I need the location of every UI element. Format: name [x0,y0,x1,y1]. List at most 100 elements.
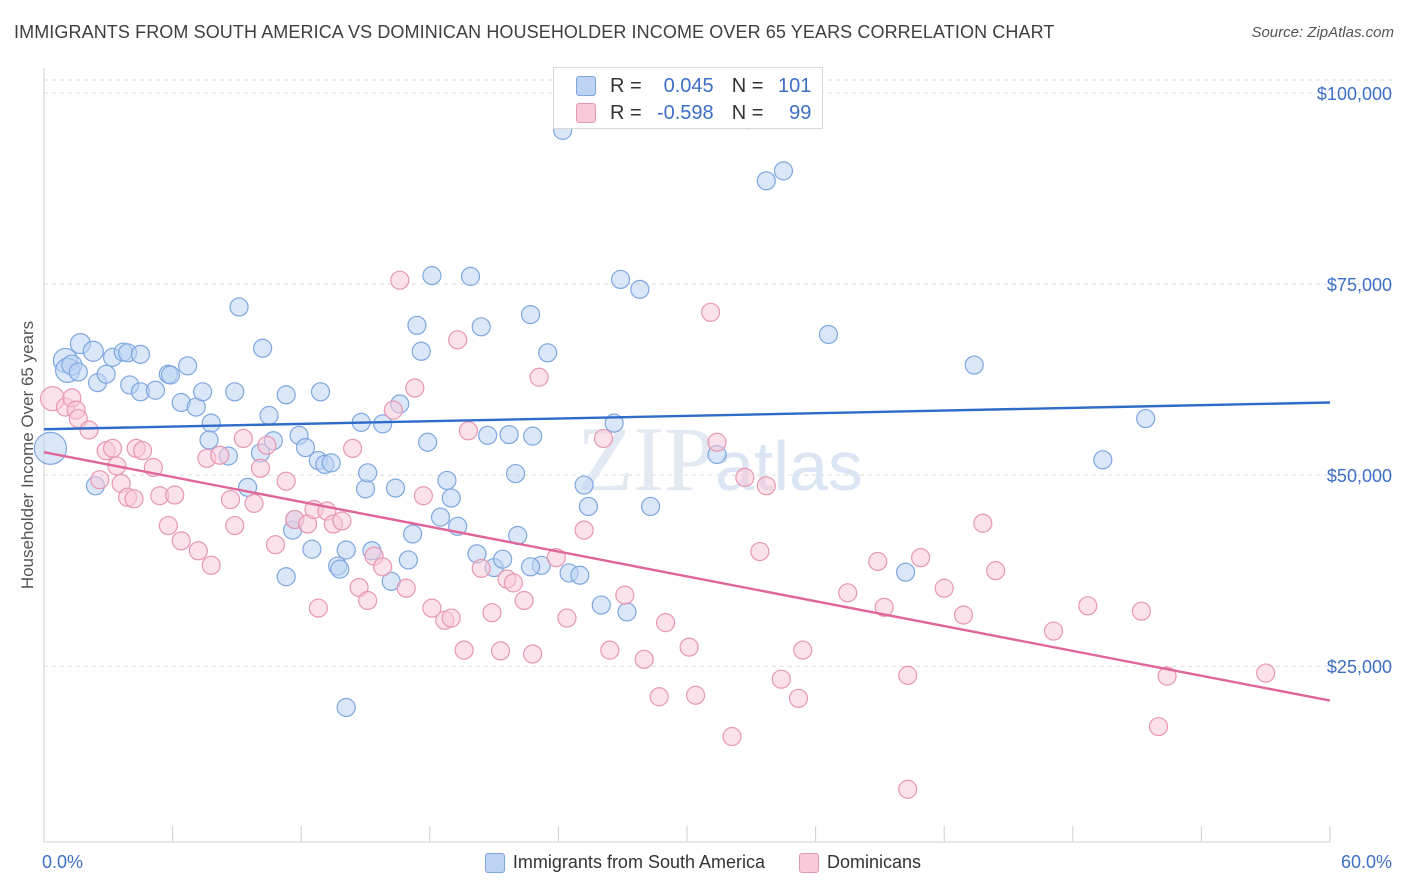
point-south-america [430,507,451,527]
point-south-america [199,430,219,450]
point-dominican [454,640,474,660]
point-south-america [82,340,104,362]
point-dominican [707,432,727,452]
point-dominican [383,400,403,420]
legend-item-dominicans[interactable]: Dominicans [799,852,921,873]
point-south-america [630,279,650,299]
legend-label: Immigrants from South America [512,852,766,872]
point-south-america [437,470,457,491]
point-south-america [471,317,491,337]
point-dominican [898,665,918,685]
point-dominican [685,685,706,705]
point-south-america [201,413,221,433]
point-south-america [407,315,427,335]
point-dominican [188,541,208,561]
point-dominican [874,597,894,617]
point-south-america [330,559,350,579]
point-south-america [403,524,423,544]
point-dominican [158,515,178,536]
point-dominican [373,557,393,577]
watermark-atlas: atlas [715,427,863,505]
point-dominican [1131,601,1151,621]
point-dominican [343,438,363,458]
point-dominican [735,467,755,488]
point-south-america [336,697,356,718]
point-dominican [838,583,858,603]
point-dominican [358,590,378,611]
point-dominican [276,471,296,491]
point-dominican [655,613,676,633]
point-dominican [649,687,669,707]
point-dominican [225,515,245,536]
point-south-america [225,382,245,402]
n-value: 101 [778,74,812,97]
point-dominican [220,489,241,510]
point-south-america [321,453,341,473]
point-dominican [244,493,264,513]
r-label: R = [610,74,642,97]
n-label: N = [731,74,764,97]
point-south-america [520,304,541,325]
point-dominican [634,649,654,669]
point-dominican [1256,663,1276,683]
point-dominican [868,551,888,572]
point-south-america [1093,450,1113,470]
point-south-america [411,341,431,361]
point-south-america [259,405,279,426]
point-south-america [302,539,322,559]
point-south-america [570,565,590,585]
point-south-america [355,479,376,499]
point-dominican [514,590,534,611]
point-dominican [1148,716,1169,737]
point-dominican [700,302,721,322]
n-value: 99 [789,101,812,124]
point-south-america [610,269,631,290]
point-dominican [986,561,1006,581]
gridlines [44,79,1392,667]
point-dominican [771,669,791,689]
point-dominican [471,558,491,578]
point-dominican [308,598,328,618]
point-dominican [458,421,478,441]
point-south-america [418,432,438,452]
legend-item-south-america[interactable]: Immigrants from South America [484,852,766,873]
point-dominican [557,608,577,628]
point-south-america [33,431,68,465]
point-south-america [617,602,637,622]
r-value: 0.045 [663,74,714,97]
point-dominican [788,688,809,708]
stats-swatch-pink [576,103,596,123]
point-south-america [295,437,316,458]
point-dominican [615,585,635,605]
point-dominican [756,476,776,496]
point-dominican [257,435,277,455]
point-south-america [460,266,481,286]
point-south-america [520,557,541,577]
point-dominican [332,511,352,531]
point-dominican [1157,666,1177,686]
point-south-america [818,324,839,345]
point-south-america [336,540,356,560]
point-dominican [898,779,918,799]
point-dominican [793,640,813,660]
point-south-america [276,385,296,405]
point-dominican [201,555,221,575]
trend-line-dominicans [43,451,1331,702]
watermark-zip: ZIP [577,408,715,510]
y-tick-label: $75,000 [1327,275,1392,295]
point-south-america [756,171,776,191]
y-tick-label: $100,000 [1317,84,1392,104]
point-dominican [233,428,253,449]
point-dominican [523,644,543,664]
point-south-america [145,380,166,400]
point-south-america [229,297,249,317]
point-dominican [396,578,416,598]
point-dominican [593,428,614,449]
point-dominican [79,420,99,440]
legend-swatch-pink [799,852,820,873]
source-note: Source: ZipAtlas.com [1251,24,1394,41]
r-label: R = [610,101,642,124]
point-dominican [973,513,993,533]
trend-line-south-america [43,401,1331,431]
